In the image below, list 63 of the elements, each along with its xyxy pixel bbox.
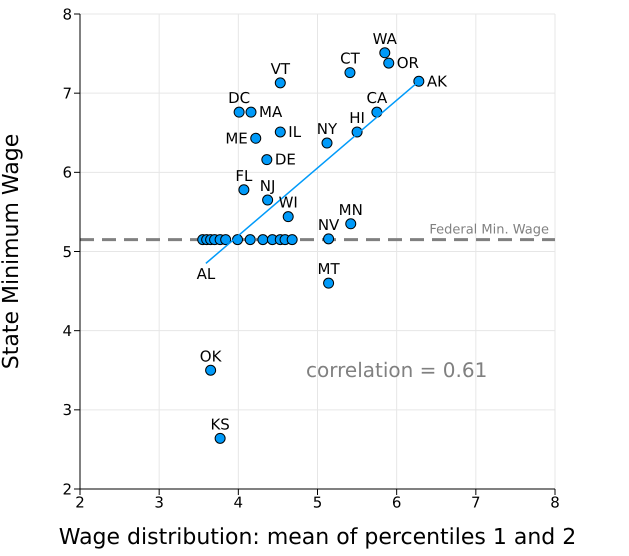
y-tick-label: 8 xyxy=(62,5,72,24)
annotation: correlation = 0.61 xyxy=(306,358,488,382)
point xyxy=(379,47,390,58)
point xyxy=(205,364,216,376)
y-tick-label: 7 xyxy=(62,84,72,102)
data-label: WA xyxy=(372,30,398,48)
y-tick-label: 5 xyxy=(62,242,72,261)
y-tick-label: 6 xyxy=(62,164,72,182)
data-label: ME xyxy=(225,129,248,148)
y-axis-title: State Minimum Wage xyxy=(0,134,24,370)
point xyxy=(244,234,256,246)
data-label: WI xyxy=(278,194,298,212)
point xyxy=(261,154,272,166)
data-label: NJ xyxy=(260,177,276,196)
point xyxy=(323,278,334,289)
point xyxy=(323,233,334,244)
point xyxy=(250,132,262,144)
data-label: FL xyxy=(235,166,254,185)
x-tick-label: 4 xyxy=(234,494,244,512)
point xyxy=(262,194,274,206)
point xyxy=(274,77,286,88)
point xyxy=(257,234,268,246)
data-label: OK xyxy=(200,347,223,366)
point xyxy=(383,58,394,69)
data-label: VT xyxy=(270,60,291,78)
point xyxy=(345,218,356,230)
point xyxy=(234,106,245,118)
y-tick-label: 4 xyxy=(62,322,72,340)
x-tick-label: 7 xyxy=(471,494,481,512)
x-axis-title: Wage distribution: mean of percentiles 1 and 2 xyxy=(58,525,576,550)
data-label: HI xyxy=(349,108,365,127)
data-label: OR xyxy=(396,54,419,72)
y-tick-label: 3 xyxy=(62,401,72,420)
data-label: DE xyxy=(274,150,296,169)
point xyxy=(238,184,250,196)
x-tick-label: 2 xyxy=(75,494,85,512)
x-tick-label: 8 xyxy=(550,494,560,512)
data-label: MT xyxy=(318,260,340,278)
data-label: CA xyxy=(366,89,388,108)
x-tick-label: 6 xyxy=(392,494,402,512)
data-label: KS xyxy=(210,415,230,434)
data-label: MA xyxy=(259,103,283,122)
point xyxy=(413,76,424,87)
x-tick-label: 5 xyxy=(312,494,322,512)
data-label: MN xyxy=(338,200,363,219)
data-label: DC xyxy=(228,89,250,108)
point xyxy=(286,234,298,246)
point xyxy=(282,211,294,222)
point xyxy=(214,432,226,444)
point xyxy=(220,234,232,246)
point xyxy=(274,126,286,138)
data-label: AK xyxy=(426,72,448,90)
x-tick-label: 3 xyxy=(154,494,164,512)
y-tick-label: 2 xyxy=(62,480,72,498)
point xyxy=(344,67,356,78)
data-label: IL xyxy=(288,122,302,141)
point xyxy=(322,138,332,149)
point xyxy=(246,106,256,118)
ref-line-label: Federal Min. Wage xyxy=(429,222,549,238)
data-label: NY xyxy=(316,120,338,138)
data-label: NV xyxy=(318,216,340,234)
data-label: CT xyxy=(340,50,361,68)
annotation: AL xyxy=(196,265,216,284)
